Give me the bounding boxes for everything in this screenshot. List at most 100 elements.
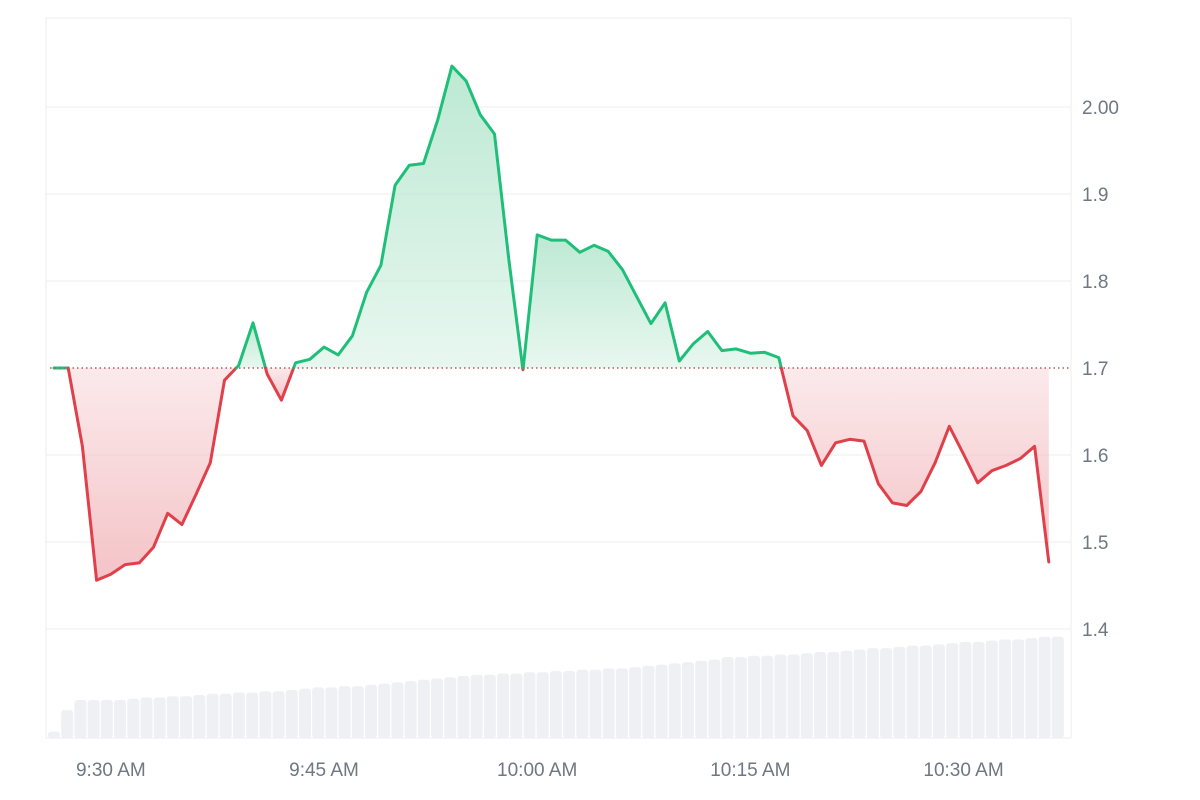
volume-bar [48, 731, 61, 738]
volume-bar [87, 700, 100, 738]
volume-bar [338, 686, 351, 738]
y-tick-label: 1.4 [1082, 620, 1109, 641]
gain-line-segment [521, 233, 783, 370]
volume-bar [681, 662, 694, 738]
loss-line-segment [66, 366, 238, 582]
volume-bar [444, 677, 457, 738]
volume-bar [800, 653, 813, 738]
volume-bar [378, 683, 391, 738]
volume-bar [866, 648, 879, 738]
volume-bar [206, 693, 219, 738]
x-tick-label: 10:30 AM [923, 760, 1003, 781]
y-tick-label: 1.6 [1082, 446, 1108, 467]
volume-bar [814, 651, 827, 738]
volume-bar [74, 700, 87, 738]
x-tick-label: 9:45 AM [289, 760, 359, 781]
y-tick-label: 1.8 [1082, 272, 1108, 293]
loss-area [68, 368, 237, 581]
volume-bar [536, 672, 549, 738]
volume-bar [219, 693, 232, 738]
gain-area [236, 322, 266, 368]
volume-bar [180, 696, 193, 738]
volume-bar [457, 676, 470, 738]
loss-line-segment [264, 366, 296, 402]
volume-bar [325, 687, 338, 738]
volume-bar [761, 655, 774, 738]
volume-bar [748, 655, 761, 738]
volume-bar [563, 670, 576, 738]
volume-bar [932, 644, 945, 738]
volume-bar [602, 668, 615, 738]
volume-bar [1012, 639, 1025, 738]
volume-bar [140, 697, 153, 738]
volume-bar [695, 660, 708, 738]
x-axis: 9:30 AM 9:45 AM 10:00 AM 10:15 AM 10:30 AM [76, 760, 1004, 781]
volume-bar [708, 659, 721, 738]
volume-bar [246, 692, 259, 738]
volume-bar [510, 673, 523, 738]
volume-bar [946, 643, 959, 738]
volume-bar [774, 654, 787, 738]
volume-bar [615, 668, 628, 738]
x-tick-label: 10:15 AM [710, 760, 790, 781]
volume-bar [523, 672, 536, 738]
volume-bar [998, 639, 1011, 738]
volume-bar [1025, 638, 1038, 738]
volume-bar [391, 682, 404, 738]
volume-bar [893, 646, 906, 738]
volume-bar [576, 669, 589, 738]
volume-bar [1038, 636, 1051, 738]
volume-bar [404, 681, 417, 738]
volume-bar [193, 694, 206, 738]
volume-bar [589, 669, 602, 738]
gain-line-segment [234, 321, 267, 370]
volume-bar [655, 664, 668, 738]
y-tick-label: 1.7 [1082, 359, 1108, 380]
volume-bar [431, 678, 444, 738]
volume-bar [629, 667, 642, 738]
volume-bar [549, 670, 562, 738]
volume-bar [259, 691, 272, 738]
volume-bar [1051, 636, 1064, 738]
loss-area [781, 368, 1049, 562]
x-tick-label: 10:00 AM [497, 760, 577, 781]
volume-bar [272, 691, 285, 738]
volume-bar [232, 692, 245, 738]
y-tick-label: 2.00 [1082, 98, 1119, 119]
volume-bar [985, 640, 998, 738]
volume-bar [497, 673, 510, 738]
volume-bar [483, 674, 496, 738]
volume-bar [166, 696, 179, 738]
y-tick-label: 1.5 [1082, 533, 1108, 554]
area-fills [68, 66, 1049, 581]
gain-area [293, 66, 523, 368]
volume-bar [127, 698, 140, 738]
volume-bar [787, 654, 800, 738]
volume-bar [298, 688, 311, 738]
volume-bar [840, 650, 853, 738]
y-tick-label: 1.9 [1082, 185, 1108, 206]
volume-bar [100, 700, 113, 738]
volume-bar [972, 641, 985, 738]
volume-bar [827, 651, 840, 738]
volume-bar [114, 700, 127, 738]
loss-line-segment [779, 366, 1051, 564]
volume-bar [285, 689, 298, 738]
volume-bar [734, 657, 747, 738]
volume-bar [668, 663, 681, 738]
volume-bar [880, 648, 893, 738]
volume-bar [853, 649, 866, 738]
volume-bar [959, 641, 972, 738]
volume-bar [470, 674, 483, 738]
volume-bar [61, 710, 74, 738]
volume-bar [312, 687, 325, 738]
loss-area [265, 368, 294, 401]
volume-bars [48, 636, 1064, 738]
volume-bar [153, 697, 166, 738]
volume-bar [721, 657, 734, 738]
volume-bar [417, 679, 430, 738]
volume-bar [906, 645, 919, 738]
volume-bar [919, 645, 932, 738]
y-axis: 1.4 1.5 1.6 1.7 1.8 1.9 2.00 [1082, 98, 1119, 641]
